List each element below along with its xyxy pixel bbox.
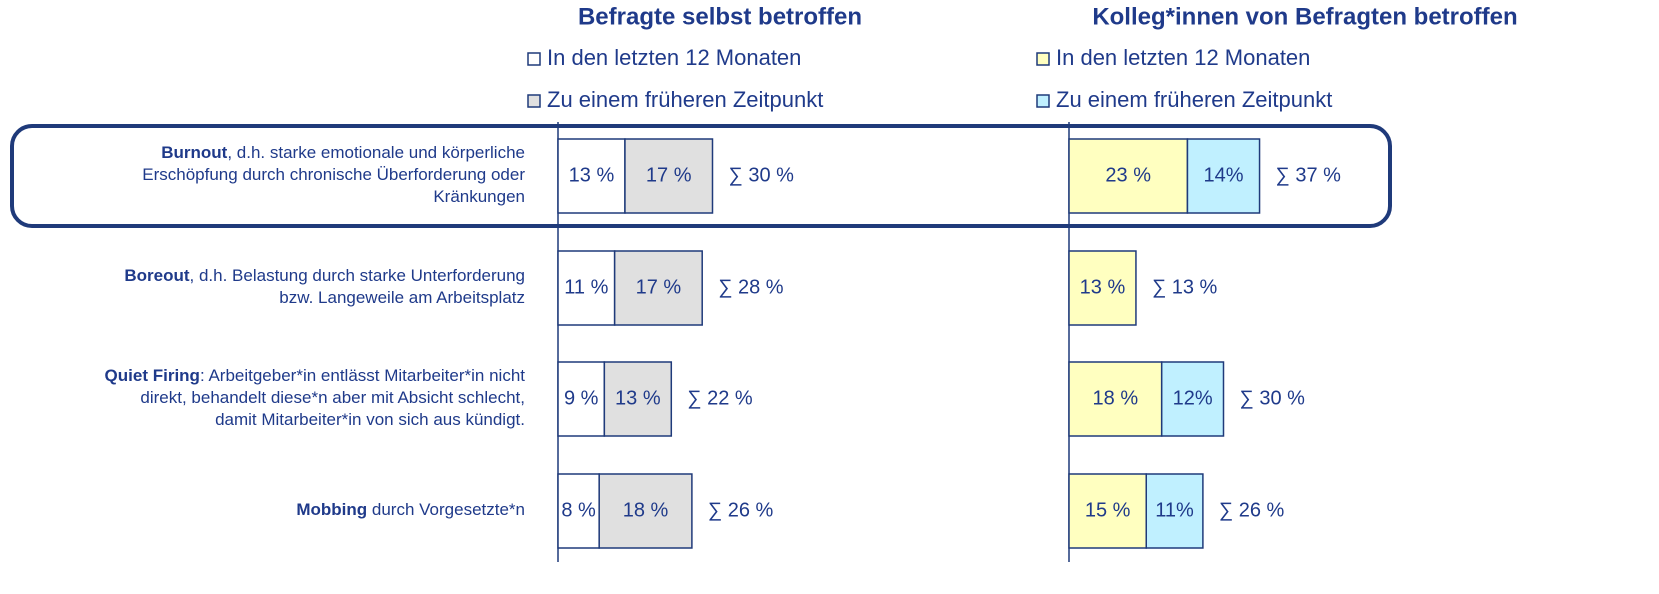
panel-title: Kolleg*innen von Befragten betroffen: [1092, 3, 1517, 30]
bar-segment: [1068, 138, 1189, 214]
category-text: bzw. Langeweile am Arbeitsplatz: [279, 288, 525, 307]
total-label: ∑ 28 %: [718, 276, 784, 298]
panel-title: Befragte selbst betroffen: [578, 3, 862, 30]
bar-segment: [557, 138, 626, 214]
category-term: Boreout: [124, 266, 190, 285]
value-label: 14%: [1203, 164, 1243, 186]
bar-segment: [613, 250, 703, 326]
value-label: 11 %: [564, 276, 608, 298]
total-label: ∑ 26 %: [708, 499, 774, 521]
legend-label: Zu einem früheren Zeitpunkt: [1056, 87, 1332, 112]
category-text: : Arbeitgeber*in entlässt Mitarbeiter*in…: [200, 366, 525, 385]
legend-swatch: [527, 94, 541, 108]
bar-segment: [1068, 361, 1163, 437]
legend-label: In den letzten 12 Monaten: [547, 45, 801, 70]
category-text: durch Vorgesetzte*n: [367, 500, 525, 519]
value-label: 23 %: [1105, 164, 1151, 186]
bar-segment: [598, 473, 693, 549]
category-label: Boreout, d.h. Belastung durch starke Unt…: [124, 266, 525, 285]
bar-segment: [624, 138, 714, 214]
legend-label: In den letzten 12 Monaten: [1056, 45, 1310, 70]
bar-segment: [1068, 250, 1137, 326]
total-label: ∑ 22 %: [687, 387, 753, 409]
category-label: Erschöpfung durch chronische Überforderu…: [142, 165, 525, 184]
total-label: ∑ 30 %: [729, 164, 795, 186]
value-label: 13 %: [1080, 276, 1126, 298]
value-label: 13 %: [615, 387, 661, 409]
value-label: 18 %: [623, 499, 669, 521]
bar-segment: [557, 361, 606, 437]
legend-swatch: [1036, 94, 1050, 108]
total-label: ∑ 26 %: [1219, 499, 1285, 521]
category-text: Erschöpfung durch chronische Überforderu…: [142, 165, 525, 184]
category-label: Mobbing durch Vorgesetzte*n: [296, 500, 525, 519]
value-label: 12%: [1173, 387, 1213, 409]
value-label: 13 %: [569, 164, 615, 186]
category-label: damit Mitarbeiter*in von sich aus kündig…: [215, 410, 525, 429]
value-label: 11%: [1155, 499, 1194, 521]
value-label: 18 %: [1093, 387, 1139, 409]
highlight-frame: [10, 124, 1392, 228]
total-label: ∑ 13 %: [1152, 276, 1218, 298]
value-label: 9 %: [564, 387, 599, 409]
category-term: Quiet Firing: [105, 366, 200, 385]
legend-swatch: [527, 52, 541, 66]
bar-segment: [557, 473, 600, 549]
value-label: 17 %: [636, 276, 682, 298]
category-term: Burnout: [161, 143, 227, 162]
bar-segment: [1160, 361, 1225, 437]
category-text: direkt, behandelt diese*n aber mit Absic…: [140, 388, 525, 407]
category-text: , d.h. starke emotionale und körperliche: [227, 143, 525, 162]
value-label: 17 %: [646, 164, 692, 186]
legend-label: Zu einem früheren Zeitpunkt: [547, 87, 823, 112]
value-label: 8 %: [561, 499, 596, 521]
bar-segment: [1186, 138, 1261, 214]
value-label: 15 %: [1085, 499, 1131, 521]
total-label: ∑ 30 %: [1240, 387, 1306, 409]
category-text: damit Mitarbeiter*in von sich aus kündig…: [215, 410, 525, 429]
category-label: Quiet Firing: Arbeitgeber*in entlässt Mi…: [105, 366, 526, 385]
bar-segment: [603, 361, 673, 437]
legend-swatch: [1036, 52, 1050, 66]
category-text: Kränkungen: [433, 187, 525, 206]
total-label: ∑ 37 %: [1276, 164, 1342, 186]
bar-segment: [1145, 473, 1204, 549]
category-label: Kränkungen: [433, 187, 525, 206]
category-label: direkt, behandelt diese*n aber mit Absic…: [140, 388, 525, 407]
category-term: Mobbing: [296, 500, 367, 519]
category-text: , d.h. Belastung durch starke Unterforde…: [190, 266, 525, 285]
bar-segment: [557, 250, 616, 326]
category-label: Burnout, d.h. starke emotionale und körp…: [161, 143, 525, 162]
category-label: bzw. Langeweile am Arbeitsplatz: [279, 288, 525, 307]
